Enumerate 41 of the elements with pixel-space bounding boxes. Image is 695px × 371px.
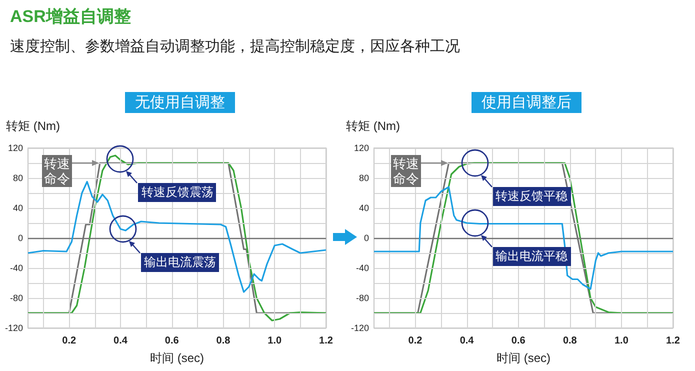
annotation: 输出电流震荡 [141, 253, 220, 272]
line-series [373, 186, 674, 290]
y-tick-label: 80 [12, 173, 23, 183]
y-tick-label: -40 [356, 263, 369, 273]
x-tick-label: 0.2 [408, 336, 423, 346]
annotation: 转速命令 [42, 155, 72, 187]
x-tick-label: 1.0 [268, 336, 282, 346]
y-tick-label: 80 [358, 173, 369, 183]
y-tick-label: -120 [350, 323, 369, 333]
x-tick-label: 1.0 [614, 336, 629, 346]
chart-title: 使用自调整后 [482, 94, 572, 111]
y-tick-label: -80 [10, 293, 23, 303]
chart-title: 无使用自调整 [135, 94, 225, 111]
y-tick-label: 120 [8, 143, 23, 153]
annotation: 转速反馈震荡 [138, 183, 216, 202]
x-axis-title: 时间 (sec) [496, 351, 551, 365]
y-tick-label: 0 [364, 233, 369, 243]
y-tick-label: 40 [358, 203, 369, 213]
x-tick-label: 0.8 [216, 336, 231, 346]
x-tick-label: 1.2 [319, 336, 334, 346]
annotation: 输出电流平稳 [492, 247, 571, 266]
x-axis-title: 时间 (sec) [150, 351, 204, 365]
y-tick-label: -40 [10, 263, 23, 273]
y-tick-label: 120 [354, 143, 369, 153]
y-tick-label: 0 [18, 233, 23, 243]
annotation: 转速反馈平稳 [492, 187, 571, 206]
x-tick-label: 0.4 [460, 336, 474, 346]
x-tick-label: 0.8 [562, 336, 578, 346]
y-axis-title: 转矩 (Nm) [6, 119, 60, 133]
text: 速度控制、参数增益自动调整功能，提高控制稳定度，因应各种工况 [10, 37, 460, 56]
text: ASR增益自调整 [10, 6, 131, 28]
y-tick-label: -80 [356, 293, 369, 303]
x-tick-label: 0.4 [114, 336, 128, 346]
y-tick-label: -120 [4, 323, 23, 333]
annotation: 转速命令 [390, 155, 421, 187]
x-tick-label: 0.6 [511, 336, 526, 346]
x-tick-label: 0.2 [62, 336, 76, 346]
x-tick-label: 0.6 [164, 336, 180, 346]
y-axis-title: 转矩 (Nm) [346, 119, 400, 133]
y-tick-label: 40 [12, 203, 23, 213]
x-tick-label: 1.2 [666, 336, 680, 346]
